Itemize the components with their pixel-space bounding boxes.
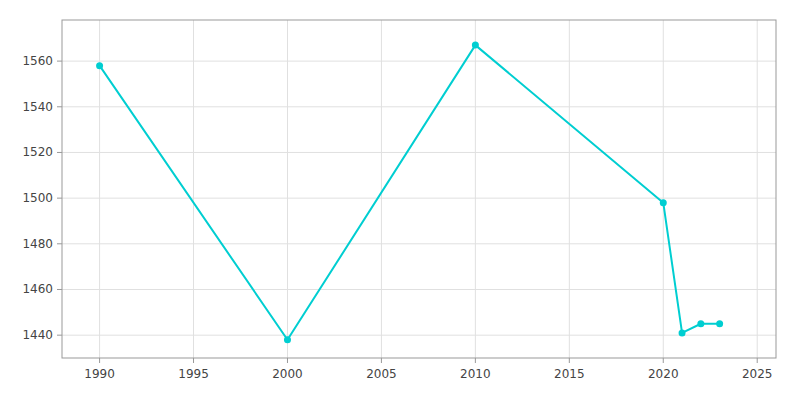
y-tick — [57, 198, 62, 199]
y-grid-line — [62, 61, 776, 62]
y-grid-line — [62, 198, 776, 199]
chart-container: 1990 1995 2000 2005 2010 2015 2020 2025 1440 1460… — [0, 0, 800, 400]
chart-svg: 1990 1995 2000 2005 2010 2015 2020 2025 1440 1460… — [0, 0, 800, 400]
y-tick-label: 1500 — [22, 191, 53, 205]
y-tick — [57, 243, 62, 244]
x-tick — [99, 358, 100, 363]
x-tick — [757, 358, 758, 363]
line — [100, 45, 720, 340]
x-tick-label: 2015 — [554, 367, 585, 381]
point — [716, 320, 723, 327]
x-tick-label: 2020 — [648, 367, 679, 381]
x-tick-label: 1990 — [84, 367, 115, 381]
x-grid-line — [193, 20, 194, 358]
axes: 1990 1995 2000 2005 2010 2015 2020 2025 1440 1460… — [22, 54, 772, 381]
point — [472, 42, 479, 49]
y-tick — [57, 335, 62, 336]
x-tick-label: 2010 — [460, 367, 491, 381]
x-tick — [569, 358, 570, 363]
point — [679, 329, 686, 336]
y-tick-label: 1480 — [22, 237, 53, 251]
x-tick-label: 1995 — [178, 367, 209, 381]
point — [96, 62, 103, 69]
y-tick — [57, 106, 62, 107]
y-tick-label: 1520 — [22, 145, 53, 159]
plot-frame — [62, 20, 776, 358]
point — [660, 199, 667, 206]
x-grid-line — [569, 20, 570, 358]
x-grid-line — [757, 20, 758, 358]
point — [697, 320, 704, 327]
x-tick — [663, 358, 664, 363]
y-tick-label: 1460 — [22, 282, 53, 296]
x-tick-label: 2025 — [742, 367, 773, 381]
y-tick-label: 1540 — [22, 100, 53, 114]
y-grid-line — [62, 152, 776, 153]
y-tick-label: 1440 — [22, 328, 53, 342]
x-tick-label: 2005 — [366, 367, 397, 381]
point — [284, 336, 291, 343]
x-tick — [381, 358, 382, 363]
x-grid-line — [99, 20, 100, 358]
grid — [62, 20, 776, 358]
data-layer — [96, 42, 723, 344]
x-tick-label: 2000 — [272, 367, 303, 381]
y-grid-line — [62, 106, 776, 107]
x-grid-line — [381, 20, 382, 358]
x-tick — [287, 358, 288, 363]
x-grid-line — [287, 20, 288, 358]
y-tick — [57, 152, 62, 153]
y-grid-line — [62, 335, 776, 336]
x-tick — [193, 358, 194, 363]
y-grid-line — [62, 289, 776, 290]
x-tick — [475, 358, 476, 363]
x-grid-line — [475, 20, 476, 358]
y-tick — [57, 289, 62, 290]
y-tick-label: 1560 — [22, 54, 53, 68]
y-tick — [57, 61, 62, 62]
x-grid-line — [663, 20, 664, 358]
